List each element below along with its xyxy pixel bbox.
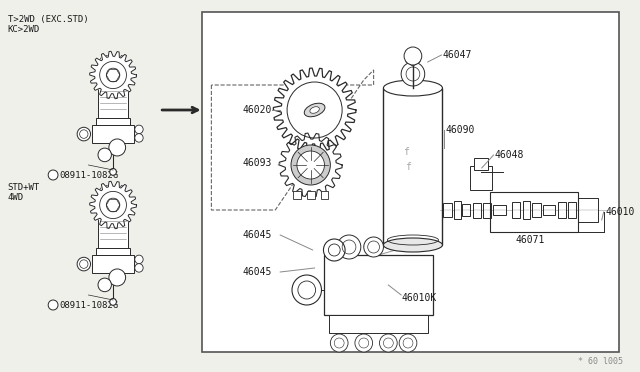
Polygon shape <box>279 133 342 197</box>
Polygon shape <box>90 51 136 99</box>
Text: 46020: 46020 <box>243 105 272 115</box>
Bar <box>483 203 491 218</box>
Bar <box>532 203 541 217</box>
Text: 46048: 46048 <box>495 150 524 160</box>
Text: 46093: 46093 <box>243 158 272 168</box>
Bar <box>97 118 130 125</box>
Bar <box>99 214 128 248</box>
Circle shape <box>77 127 90 141</box>
Circle shape <box>77 257 90 271</box>
Ellipse shape <box>304 103 325 117</box>
Text: 46047: 46047 <box>442 50 472 60</box>
Circle shape <box>135 255 143 264</box>
Text: 46090: 46090 <box>445 125 475 135</box>
Bar <box>321 191 328 199</box>
Circle shape <box>364 237 383 257</box>
Circle shape <box>135 134 143 142</box>
Bar <box>568 202 576 218</box>
Circle shape <box>291 145 330 185</box>
Text: 08911-1082G: 08911-1082G <box>59 301 118 310</box>
Bar <box>523 201 530 219</box>
Bar <box>307 191 315 199</box>
Text: 46010: 46010 <box>99 55 125 64</box>
Bar <box>97 248 130 255</box>
Bar <box>293 191 301 199</box>
Bar <box>92 255 134 273</box>
Bar <box>92 125 134 143</box>
Polygon shape <box>273 68 356 152</box>
Circle shape <box>109 169 116 175</box>
Circle shape <box>135 125 143 134</box>
Text: 46071: 46071 <box>515 235 545 245</box>
Circle shape <box>292 275 321 305</box>
Circle shape <box>399 334 417 352</box>
Text: 4WD: 4WD <box>8 193 24 202</box>
Circle shape <box>380 334 397 352</box>
Circle shape <box>401 62 425 86</box>
Circle shape <box>404 47 422 65</box>
Text: 08911-1082G: 08911-1082G <box>59 170 118 180</box>
Circle shape <box>297 151 324 179</box>
Bar <box>473 203 481 218</box>
Bar <box>454 201 461 219</box>
Bar <box>512 202 520 218</box>
Circle shape <box>135 264 143 272</box>
Text: STD+WT: STD+WT <box>8 183 40 192</box>
Bar <box>559 202 566 218</box>
Ellipse shape <box>383 238 442 252</box>
Bar <box>578 198 598 222</box>
Text: f: f <box>405 162 411 172</box>
Text: 46010: 46010 <box>99 185 125 194</box>
Bar <box>470 166 492 190</box>
Text: * 60 l005: * 60 l005 <box>578 357 623 366</box>
Circle shape <box>337 235 361 259</box>
Text: KC>2WD: KC>2WD <box>8 25 40 34</box>
Text: N: N <box>51 173 55 177</box>
Text: 46010: 46010 <box>605 207 635 217</box>
Text: N: N <box>51 302 55 308</box>
Circle shape <box>98 278 111 292</box>
Bar <box>543 205 554 215</box>
Circle shape <box>355 334 372 352</box>
Circle shape <box>109 139 125 156</box>
Text: 46045: 46045 <box>243 267 272 277</box>
Text: 46010K: 46010K <box>401 293 436 303</box>
Bar <box>202 12 620 352</box>
Circle shape <box>109 269 125 286</box>
Polygon shape <box>406 50 420 66</box>
Circle shape <box>330 334 348 352</box>
Circle shape <box>98 148 111 162</box>
Bar <box>493 205 506 215</box>
Bar <box>383 88 442 245</box>
Circle shape <box>48 170 58 180</box>
Ellipse shape <box>310 107 319 113</box>
Polygon shape <box>90 181 136 229</box>
Bar <box>330 315 428 333</box>
Text: f: f <box>403 147 409 157</box>
Circle shape <box>323 239 345 261</box>
Ellipse shape <box>383 80 442 96</box>
Bar <box>99 84 128 118</box>
Bar <box>324 255 433 315</box>
Text: 46045: 46045 <box>243 230 272 240</box>
Bar <box>444 203 452 217</box>
Bar <box>462 204 470 216</box>
Bar <box>490 192 578 232</box>
Text: T>2WD (EXC.STD): T>2WD (EXC.STD) <box>8 15 88 24</box>
Circle shape <box>48 300 58 310</box>
Bar <box>474 158 488 170</box>
Circle shape <box>109 298 116 305</box>
